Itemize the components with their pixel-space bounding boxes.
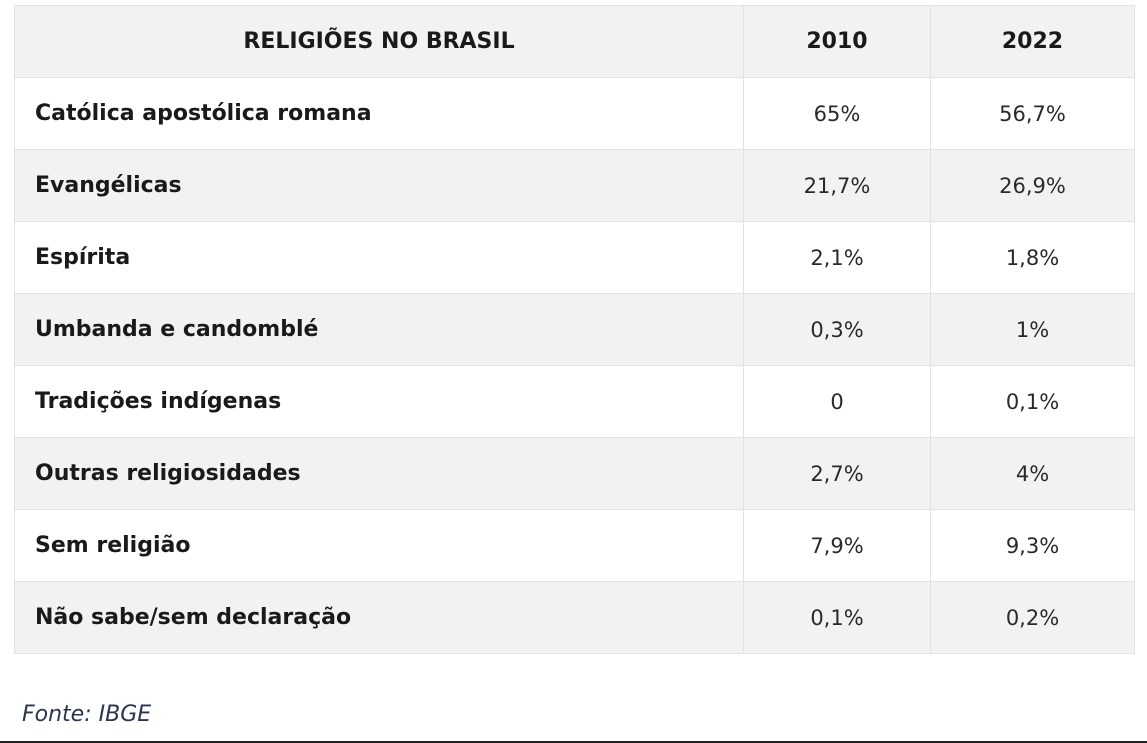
- table-row: Evangélicas 21,7% 26,9%: [14, 149, 1135, 222]
- value-2022: 0,1%: [930, 365, 1135, 438]
- table-row: Católica apostólica romana 65% 56,7%: [14, 77, 1135, 150]
- value-2010: 0: [743, 365, 931, 438]
- table-header-row: RELIGIÕES NO BRASIL 2010 2022: [14, 5, 1135, 78]
- religions-table-container: RELIGIÕES NO BRASIL 2010 2022 Católica a…: [14, 5, 1135, 654]
- table-row: Sem religião 7,9% 9,3%: [14, 509, 1135, 582]
- value-2022: 56,7%: [930, 77, 1135, 150]
- religion-name: Não sabe/sem declaração: [14, 581, 744, 654]
- value-2022: 26,9%: [930, 149, 1135, 222]
- value-2010: 2,7%: [743, 437, 931, 510]
- header-2010: 2010: [743, 5, 931, 78]
- header-religion: RELIGIÕES NO BRASIL: [14, 5, 744, 78]
- value-2022: 9,3%: [930, 509, 1135, 582]
- religion-name: Tradições indígenas: [14, 365, 744, 438]
- value-2022: 0,2%: [930, 581, 1135, 654]
- religion-name: Espírita: [14, 221, 744, 294]
- value-2010: 21,7%: [743, 149, 931, 222]
- value-2022: 4%: [930, 437, 1135, 510]
- religion-name: Outras religiosidades: [14, 437, 744, 510]
- source-caption: Fonte: IBGE: [22, 702, 152, 727]
- bottom-divider: [0, 741, 1147, 743]
- religions-table: RELIGIÕES NO BRASIL 2010 2022 Católica a…: [14, 5, 1135, 654]
- religion-name: Umbanda e candomblé: [14, 293, 744, 366]
- value-2010: 2,1%: [743, 221, 931, 294]
- table-row: Umbanda e candomblé 0,3% 1%: [14, 293, 1135, 366]
- religion-name: Evangélicas: [14, 149, 744, 222]
- value-2022: 1,8%: [930, 221, 1135, 294]
- table-row: Tradições indígenas 0 0,1%: [14, 365, 1135, 438]
- table-row: Outras religiosidades 2,7% 4%: [14, 437, 1135, 510]
- value-2010: 0,1%: [743, 581, 931, 654]
- religion-name: Católica apostólica romana: [14, 77, 744, 150]
- value-2010: 0,3%: [743, 293, 931, 366]
- table-row: Espírita 2,1% 1,8%: [14, 221, 1135, 294]
- religion-name: Sem religião: [14, 509, 744, 582]
- header-2022: 2022: [930, 5, 1135, 78]
- value-2010: 7,9%: [743, 509, 931, 582]
- value-2022: 1%: [930, 293, 1135, 366]
- table-row: Não sabe/sem declaração 0,1% 0,2%: [14, 581, 1135, 654]
- value-2010: 65%: [743, 77, 931, 150]
